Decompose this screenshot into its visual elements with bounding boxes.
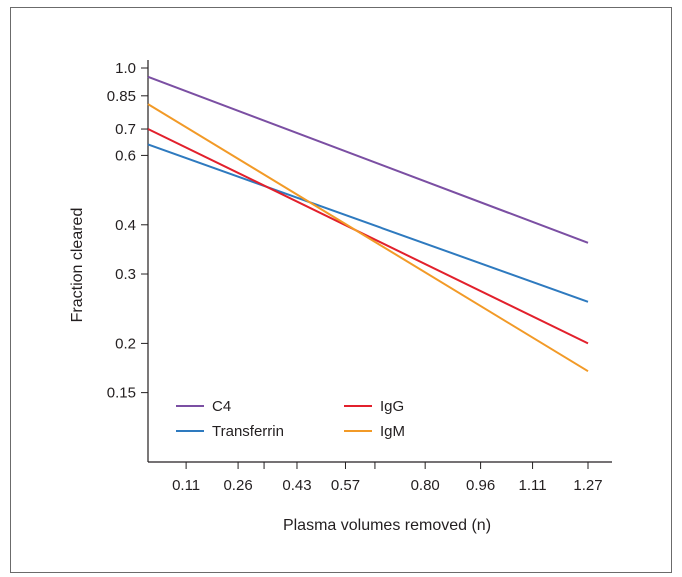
series-line-igg xyxy=(147,128,589,345)
x-tick-label: 0.11 xyxy=(172,477,200,494)
y-tick-label: 0.6 xyxy=(115,147,136,164)
y-tick-label: 0.85 xyxy=(107,88,136,105)
chart-series xyxy=(147,75,589,373)
x-tick-label: 0.80 xyxy=(411,477,440,494)
x-axis-ticks: 0.11 0.26 0.43 0.57 0.80 0.96 1.11 1.27 xyxy=(172,462,603,494)
x-tick-label: 1.11 xyxy=(519,477,547,494)
y-tick-label: 0.4 xyxy=(115,217,136,234)
x-tick-label: 1.27 xyxy=(573,477,602,494)
legend-label: Transferrin xyxy=(212,423,284,440)
chart-axes xyxy=(147,60,612,463)
x-axis-label: Plasma volumes removed (n) xyxy=(283,517,491,534)
x-tick-label: 0.26 xyxy=(223,477,252,494)
y-tick-label: 0.3 xyxy=(115,266,136,283)
series-line-c4 xyxy=(147,75,589,244)
figure-frame xyxy=(10,7,672,573)
x-tick-label: 0.96 xyxy=(466,477,495,494)
legend-label: IgG xyxy=(380,398,404,415)
legend-label: IgM xyxy=(380,423,405,440)
y-axis-ticks: 1.0 0.85 0.7 0.6 0.4 0.3 0.2 0.15 xyxy=(107,60,148,402)
y-tick-label: 0.15 xyxy=(107,385,136,402)
chart-legend: C4 Transferrin IgG IgM xyxy=(176,398,405,440)
legend-label: C4 xyxy=(212,398,231,415)
x-tick-label: 0.43 xyxy=(282,477,311,494)
series-line-transferrin xyxy=(147,143,589,303)
series-line-igm xyxy=(147,103,589,373)
y-axis-label: Fraction cleared xyxy=(69,208,86,323)
y-tick-label: 1.0 xyxy=(115,60,136,77)
y-tick-label: 0.7 xyxy=(115,121,136,138)
y-tick-label: 0.2 xyxy=(115,335,136,352)
x-tick-label: 0.57 xyxy=(331,477,360,494)
